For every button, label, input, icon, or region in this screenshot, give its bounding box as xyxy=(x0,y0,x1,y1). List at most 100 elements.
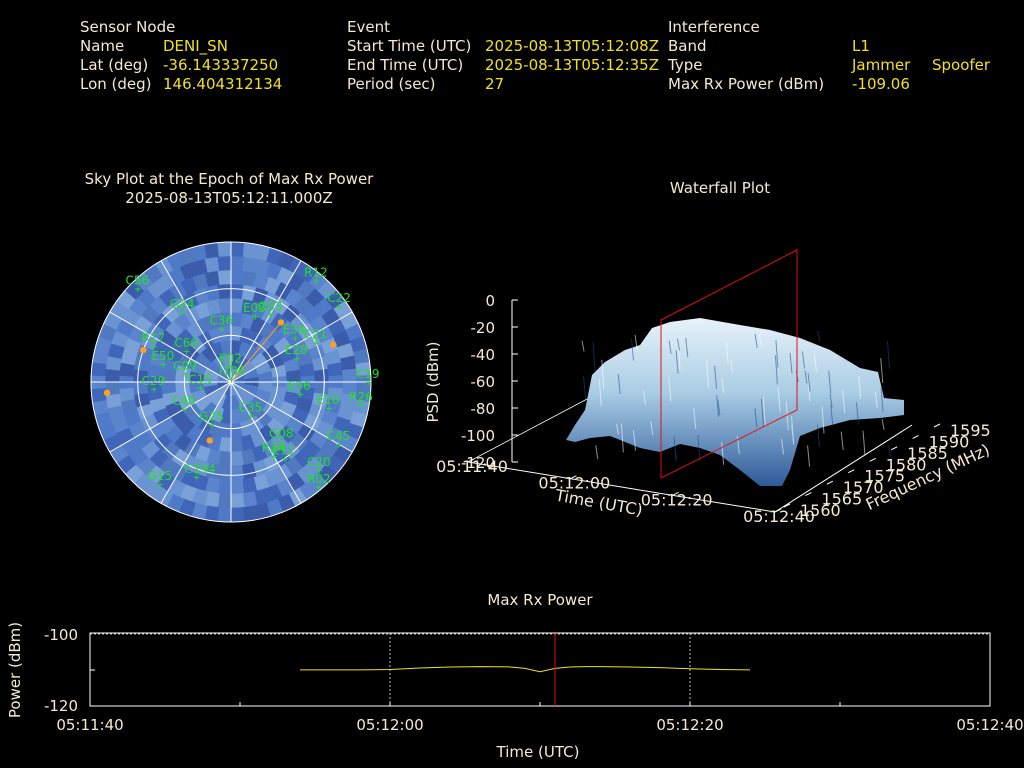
skyplot-satellite-marker: + xyxy=(278,436,285,449)
skyplot-satellite-label: E02 xyxy=(219,351,242,365)
waterfall-streak xyxy=(804,370,808,384)
skyplot-satellite-label: C40 xyxy=(172,394,196,408)
waterfall-streak xyxy=(817,424,821,447)
waterfall-streak xyxy=(754,333,758,348)
skyplot-satellite-marker: + xyxy=(294,352,301,365)
skyplot-satellite-label: C21 xyxy=(304,328,328,342)
maxpower-y-tick-label: -100 xyxy=(44,626,78,644)
waterfall-streak xyxy=(650,421,654,436)
maxpower-series-line xyxy=(300,666,751,673)
skyplot-satellite-marker: + xyxy=(150,340,157,353)
waterfall-streak xyxy=(777,386,781,412)
interference-type-spoofer: Spoofer xyxy=(932,56,991,74)
waterfall-freq-tick-label: 1565 xyxy=(821,490,862,509)
skyplot-satellite-marker: + xyxy=(157,478,164,491)
waterfall-streak xyxy=(791,424,795,443)
waterfall-streak xyxy=(814,354,818,373)
waterfall-freq-tick xyxy=(848,469,855,474)
waterfall-freq-tick-label: 1575 xyxy=(864,467,905,486)
interference-band-label: Band xyxy=(668,37,707,55)
waterfall-streak xyxy=(880,388,884,412)
waterfall-z-tick-label: 0 xyxy=(485,292,495,310)
waterfall-streak xyxy=(668,340,672,354)
skyplot-cells xyxy=(90,241,372,523)
skyplot-satellite-marker: + xyxy=(228,373,235,386)
event-start-label: Start Time (UTC) xyxy=(347,37,472,55)
waterfall-streak xyxy=(643,390,647,405)
waterfall-z-tick-label: -80 xyxy=(471,400,496,418)
maxpower-x-label: Time (UTC) xyxy=(496,743,580,761)
waterfall-time-tick xyxy=(672,491,679,496)
skyplot-satellite-marker: + xyxy=(313,337,320,350)
waterfall-streak xyxy=(631,338,635,361)
waterfall-streak xyxy=(677,338,681,351)
event-end-label: End Time (UTC) xyxy=(347,56,464,74)
waterfall-marker-plane xyxy=(660,249,798,479)
skyplot-satellite-label: E50 xyxy=(151,349,174,363)
waterfall-z-tick-label: -60 xyxy=(471,373,496,391)
maxpower-x-tick-label: 05:11:40 xyxy=(56,716,123,734)
waterfall-streak xyxy=(881,418,885,430)
maxpower-title: Max Rx Power xyxy=(487,591,593,609)
waterfall-freq-tick xyxy=(912,434,919,439)
waterfall-streak xyxy=(762,397,766,427)
waterfall-streak xyxy=(760,398,764,427)
waterfall-streak xyxy=(780,438,784,455)
waterfall-streak xyxy=(583,375,587,399)
skyplot-satellite-label: E34 xyxy=(283,322,306,336)
waterfall-streak xyxy=(714,365,718,389)
skyplot-satellite-label: C20 xyxy=(307,455,331,469)
event-title: Event xyxy=(347,18,390,36)
waterfall-streak xyxy=(886,341,890,369)
waterfall-streak xyxy=(807,372,811,392)
skyplot-interference-marker xyxy=(277,319,285,326)
waterfall-streak xyxy=(775,340,779,368)
waterfall-freq-tick xyxy=(805,492,812,497)
maxpower-x-tick-label: 05:12:40 xyxy=(956,716,1023,734)
waterfall-streaks xyxy=(581,330,891,467)
skyplot-subtitle: 2025-08-13T05:12:11.000Z xyxy=(125,189,333,207)
skyplot-satellite-marker: + xyxy=(219,322,226,335)
skyplot-satellite-marker: + xyxy=(228,360,235,373)
waterfall-streak xyxy=(633,430,637,451)
skyplot-satellite-label: R12 xyxy=(304,266,328,280)
maxpower-y-tick-label: -120 xyxy=(44,697,78,715)
skyplot-satellite-marker: + xyxy=(316,464,323,477)
waterfall-freq-tick-label: 1580 xyxy=(886,455,927,474)
skyplot-satellite-marker: + xyxy=(179,306,186,319)
waterfall-streak xyxy=(817,330,821,342)
waterfall-streak xyxy=(830,404,834,426)
skyplot-satellite-label: C15 xyxy=(188,372,212,386)
skyplot-satellite-label: C35 xyxy=(238,401,262,415)
waterfall-streak xyxy=(721,441,725,465)
skyplot-satellite-label: E03 xyxy=(243,301,266,315)
waterfall-streak xyxy=(736,435,740,455)
waterfall-freq-tick-label: 1595 xyxy=(950,421,991,440)
maxpower-x-tick-label: 05:12:00 xyxy=(356,716,423,734)
skyplot-satellite-marker: + xyxy=(336,438,343,451)
waterfall-streak xyxy=(754,408,758,428)
waterfall-freq-tick-label: 1570 xyxy=(843,478,884,497)
maxpower-x-tick-label: 05:12:20 xyxy=(656,716,723,734)
skyplot-satellite-label: G24 xyxy=(170,297,195,311)
waterfall-streak xyxy=(601,359,605,390)
waterfall-freq-tick-label: 1590 xyxy=(929,432,970,451)
waterfall-streak xyxy=(717,400,721,416)
skyplot-satellite-marker: + xyxy=(182,368,189,381)
waterfall-freq-axis xyxy=(774,424,913,513)
waterfall-z-tick-label: -100 xyxy=(461,427,495,445)
waterfall-streak xyxy=(721,377,725,394)
waterfall-time-axis xyxy=(467,461,776,513)
waterfall-streak xyxy=(785,401,789,431)
skyplot-satellite-marker: + xyxy=(282,452,289,465)
sensor-lon-value: 146.404312134 xyxy=(163,75,283,93)
skyplot-satellite-label: E28 xyxy=(285,343,308,357)
waterfall-time-tick-label: 05:12:20 xyxy=(641,490,713,509)
skyplot-satellite-marker: + xyxy=(358,399,365,412)
waterfall-streak xyxy=(801,351,805,369)
skyplot-interference-marker xyxy=(140,346,147,354)
waterfall-z-label: PSD (dBm) xyxy=(424,341,442,422)
skyplot-satellite-label: C22 xyxy=(327,291,351,305)
interference-band-value: L1 xyxy=(852,37,870,55)
